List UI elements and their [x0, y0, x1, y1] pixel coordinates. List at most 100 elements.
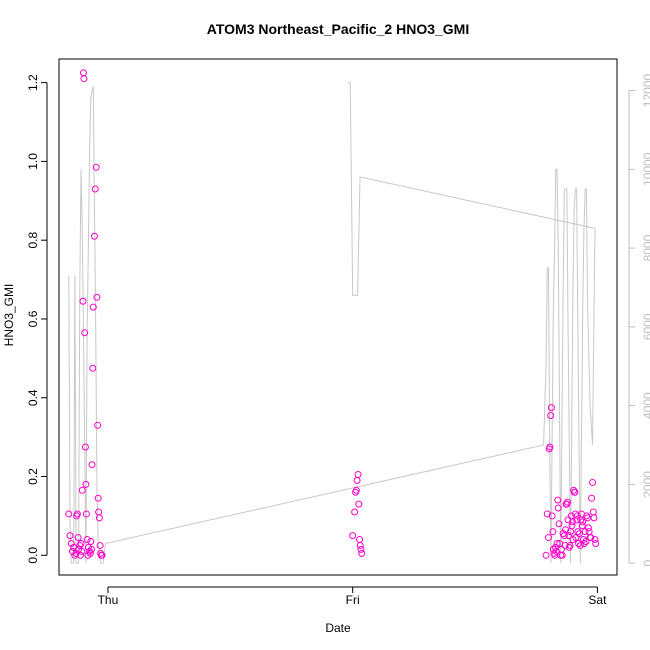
y-tick-label: 0.4	[26, 389, 40, 406]
data-point	[584, 524, 592, 532]
data-point	[555, 520, 563, 528]
data-point	[66, 532, 74, 540]
data-point	[553, 539, 561, 547]
right-y-tick-label: 2000	[641, 471, 650, 498]
y-tick-label: 1.0	[26, 153, 40, 170]
data-point	[585, 528, 593, 536]
data-point	[94, 421, 102, 429]
data-point	[546, 443, 554, 451]
chart-title: ATOM3 Northeast_Pacific_2 HNO3_GMI	[207, 21, 469, 37]
data-point	[590, 514, 598, 522]
plot-frame	[58, 58, 618, 576]
data-point	[80, 75, 88, 83]
data-point	[95, 508, 103, 516]
data-point	[574, 528, 582, 536]
data-point	[357, 545, 365, 553]
right-axis-line-layer	[68, 82, 596, 564]
data-point	[589, 478, 597, 486]
data-point	[78, 547, 86, 555]
x-axis-label: Date	[325, 621, 351, 635]
right-y-tick-label: 4000	[641, 392, 650, 419]
data-point	[572, 534, 580, 542]
data-point	[349, 532, 357, 540]
right-y-tick-label: 8000	[641, 234, 650, 261]
data-point	[542, 551, 550, 559]
y-tick-label: 0.0	[26, 547, 40, 564]
data-point	[95, 514, 103, 522]
data-point	[81, 329, 89, 337]
data-point	[588, 494, 596, 502]
data-point	[549, 528, 557, 536]
data-point	[554, 504, 562, 512]
data-point	[587, 534, 595, 542]
data-point	[93, 293, 101, 301]
data-point	[86, 549, 94, 557]
data-point	[78, 486, 86, 494]
y-tick-label: 0.2	[26, 468, 40, 485]
data-point	[578, 522, 586, 530]
x-tick-label: Thu	[98, 593, 119, 607]
data-point	[568, 518, 576, 526]
data-point	[356, 541, 364, 549]
line-series-2	[347, 82, 596, 296]
y-tick-label: 1.2	[26, 74, 40, 91]
data-point	[584, 514, 592, 522]
data-point	[554, 496, 562, 504]
data-point	[592, 539, 600, 547]
data-point	[82, 480, 90, 488]
data-point	[571, 488, 579, 496]
data-point	[351, 508, 359, 516]
axes-layer: 0.0 0.2 0.4 0.6 0.8 1.0 1.2 0 2000 4000 6000 8000 10…	[26, 74, 650, 607]
data-point	[557, 545, 565, 553]
data-point	[92, 163, 100, 171]
data-point	[558, 551, 566, 559]
data-point	[94, 494, 102, 502]
data-point	[573, 516, 581, 524]
data-point	[81, 443, 89, 451]
data-point	[91, 185, 99, 193]
data-point	[580, 539, 588, 547]
data-point	[575, 530, 583, 538]
right-y-tick-label: 10000	[641, 152, 650, 186]
right-y-tick-label: 0	[641, 560, 650, 567]
data-point	[548, 512, 556, 520]
data-point	[551, 543, 559, 551]
data-point	[88, 545, 96, 553]
data-point	[77, 551, 85, 559]
data-point	[565, 532, 573, 540]
data-point	[89, 303, 97, 311]
data-point	[82, 510, 90, 518]
right-y-tick-label: 12000	[641, 74, 650, 108]
data-point	[573, 512, 581, 520]
data-point	[83, 536, 91, 544]
data-point	[356, 536, 364, 544]
data-point	[547, 411, 555, 419]
data-point	[98, 551, 106, 559]
data-point	[579, 518, 587, 526]
data-point	[79, 297, 87, 305]
data-point	[87, 538, 95, 546]
data-point	[589, 508, 597, 516]
data-point	[352, 486, 360, 494]
data-point	[566, 541, 574, 549]
data-point	[74, 534, 82, 542]
right-y-tick-label: 6000	[641, 313, 650, 340]
data-point	[591, 536, 599, 544]
data-point	[561, 541, 569, 549]
y-axis-label: HNO3_GMI	[2, 284, 16, 347]
data-point	[358, 549, 366, 557]
data-point	[568, 522, 576, 530]
data-point	[76, 541, 84, 549]
x-tick-label: Fri	[346, 593, 360, 607]
data-point	[89, 364, 97, 372]
data-point	[353, 476, 361, 484]
data-point-layer	[65, 69, 600, 559]
y-tick-label: 0.8	[26, 232, 40, 249]
data-point	[90, 232, 98, 240]
x-tick-label: Sat	[588, 593, 607, 607]
y-tick-label: 0.6	[26, 310, 40, 327]
data-point	[576, 541, 584, 549]
data-point	[77, 539, 85, 547]
data-point	[544, 534, 552, 542]
